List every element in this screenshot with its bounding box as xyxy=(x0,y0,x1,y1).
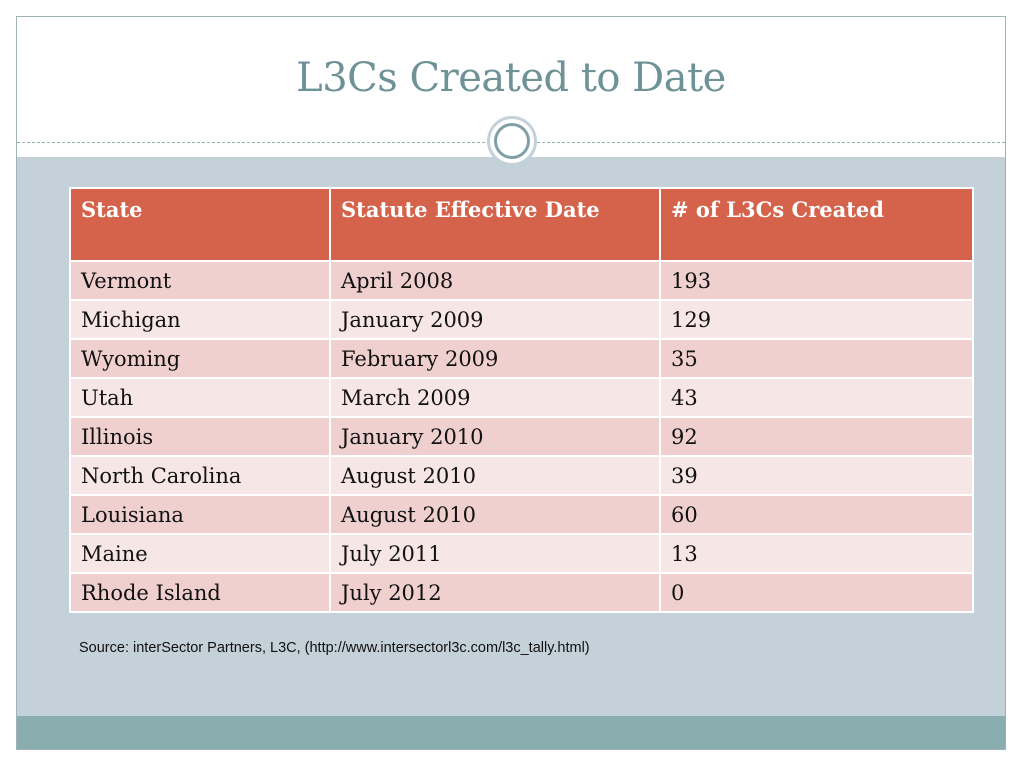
cell-count: 43 xyxy=(659,377,974,418)
cell-date: August 2010 xyxy=(329,455,661,496)
cell-date: July 2011 xyxy=(329,533,661,574)
table-row: Utah March 2009 43 xyxy=(69,377,974,418)
cell-count: 193 xyxy=(659,260,974,301)
cell-state: Wyoming xyxy=(69,338,331,379)
cell-date: August 2010 xyxy=(329,494,661,535)
footer-bar xyxy=(17,716,1005,749)
cell-date: March 2009 xyxy=(329,377,661,418)
cell-state: Utah xyxy=(69,377,331,418)
source-citation: Source: interSector Partners, L3C, (http… xyxy=(79,640,590,656)
cell-state: Illinois xyxy=(69,416,331,457)
slide-title: L3Cs Created to Date xyxy=(296,55,726,101)
cell-count: 92 xyxy=(659,416,974,457)
table-row: Vermont April 2008 193 xyxy=(69,260,974,301)
table-row: Illinois January 2010 92 xyxy=(69,416,974,457)
table-row: Rhode Island July 2012 0 xyxy=(69,572,974,613)
cell-state: North Carolina xyxy=(69,455,331,496)
table-row: Maine July 2011 13 xyxy=(69,533,974,574)
cell-state: Vermont xyxy=(69,260,331,301)
cell-count: 60 xyxy=(659,494,974,535)
cell-date: January 2009 xyxy=(329,299,661,340)
l3c-table: State Statute Effective Date # of L3Cs C… xyxy=(69,187,974,613)
table-row: Michigan January 2009 129 xyxy=(69,299,974,340)
table-header-row: State Statute Effective Date # of L3Cs C… xyxy=(69,187,974,262)
cell-state: Louisiana xyxy=(69,494,331,535)
table-row: North Carolina August 2010 39 xyxy=(69,455,974,496)
cell-count: 13 xyxy=(659,533,974,574)
circle-ornament-icon xyxy=(487,116,537,166)
table-row: Louisiana August 2010 60 xyxy=(69,494,974,535)
cell-date: January 2010 xyxy=(329,416,661,457)
cell-count: 35 xyxy=(659,338,974,379)
slide: L3Cs Created to Date State Statute Effec… xyxy=(16,16,1006,750)
circle-ornament-inner xyxy=(494,123,530,159)
cell-date: April 2008 xyxy=(329,260,661,301)
cell-date: July 2012 xyxy=(329,572,661,613)
header-state: State xyxy=(69,187,331,262)
header-statute-date: Statute Effective Date xyxy=(329,187,661,262)
cell-state: Michigan xyxy=(69,299,331,340)
cell-state: Rhode Island xyxy=(69,572,331,613)
table-row: Wyoming February 2009 35 xyxy=(69,338,974,379)
cell-count: 129 xyxy=(659,299,974,340)
cell-count: 0 xyxy=(659,572,974,613)
cell-count: 39 xyxy=(659,455,974,496)
header-l3c-count: # of L3Cs Created xyxy=(659,187,974,262)
cell-date: February 2009 xyxy=(329,338,661,379)
cell-state: Maine xyxy=(69,533,331,574)
